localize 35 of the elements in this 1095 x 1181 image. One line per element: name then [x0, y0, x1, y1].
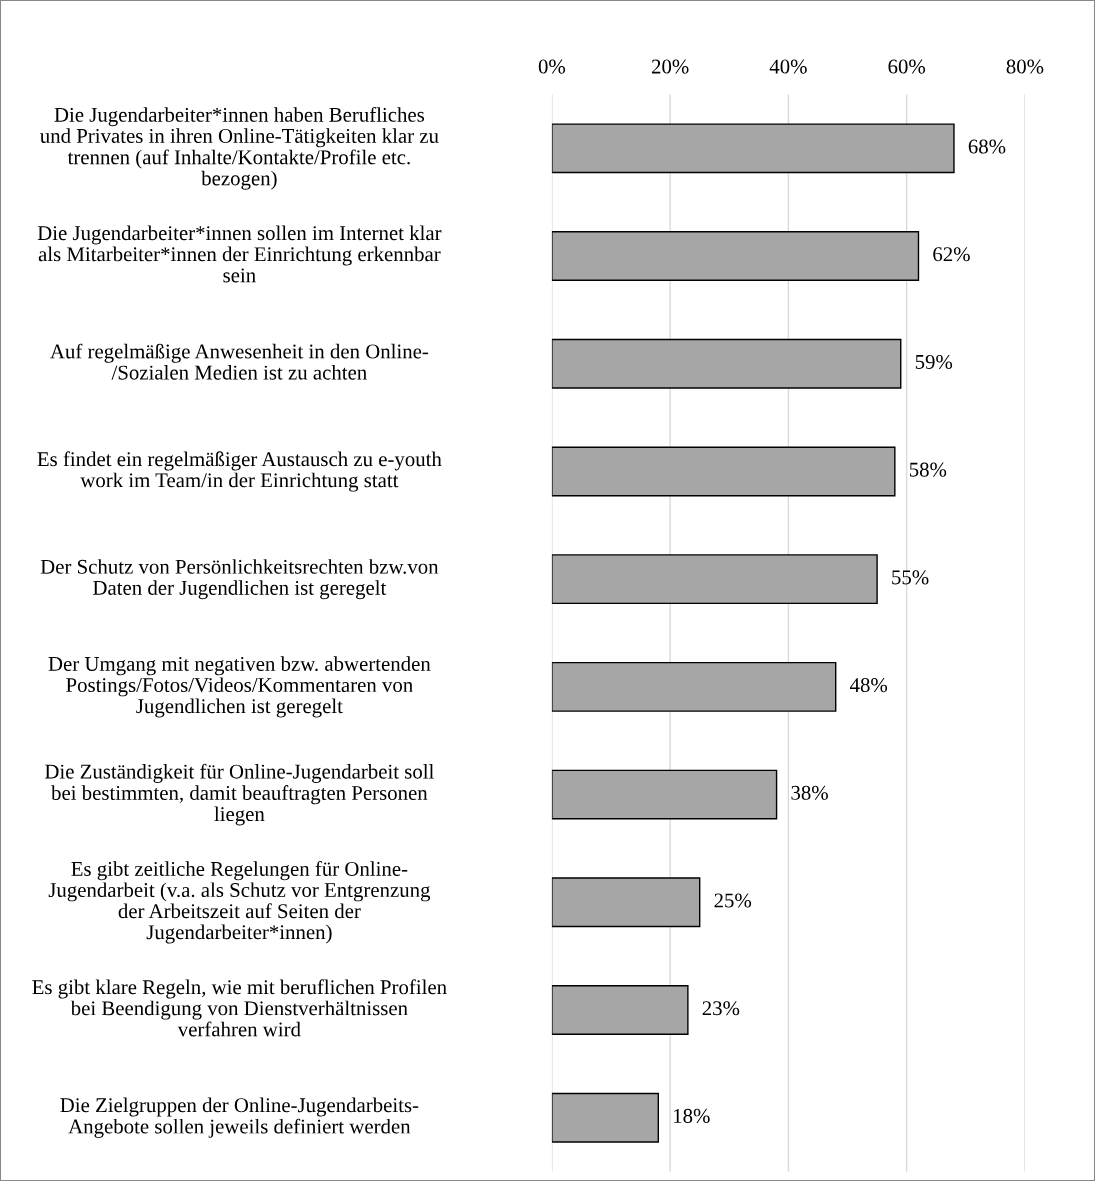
- data-label: 59%: [915, 354, 953, 370]
- bar: [551, 338, 902, 389]
- bar: [551, 1092, 660, 1143]
- y-tick-label: Die Zuständigkeit für Online-Jugendarbeit soll bei bestimmten, damit beauftragten Personen liegen: [45, 763, 434, 826]
- data-label: 62%: [933, 247, 970, 262]
- x-tick-label: 60%: [888, 59, 926, 74]
- y-tick-label: Die Jugendarbeiter*innen haben Berufliches und Privates in ihren Online-Tätigkeiten klar zu trennen (auf Inhalte/Kontakte/Profile etc. bezogen): [40, 106, 439, 190]
- y-tick-label: Der Schutz von Persönlichkeitsrechten bzw.von Daten der Jugendlichen ist geregelt: [40, 559, 439, 600]
- data-label: 38%: [791, 785, 828, 800]
- bar: [551, 877, 701, 928]
- y-tick-label: Die Zielgruppen der Online-Jugendarbeits- Angebote sollen jeweils definiert werden: [60, 1097, 419, 1138]
- bar: [551, 769, 778, 820]
- y-tick-label: Es gibt klare Regeln, wie mit beruflichen Profilen bei Beendigung von Dienstverhältnissen verfahren wird: [32, 979, 447, 1037]
- x-tick-label: 40%: [769, 59, 807, 74]
- data-label: 58%: [909, 462, 947, 477]
- data-label: 23%: [702, 1001, 740, 1016]
- bar: [551, 231, 920, 281]
- y-tick-label: Es findet ein regelmäßiger Austausch zu e-youth work im Team/in der Einrichtung statt: [37, 451, 442, 492]
- y-tick-label: Es gibt zeitliche Regelungen für Online- Jugendarbeit (v.a. als Schutz vor Entgrenzung der Arbeitszeit auf Seiten der Jugendarbeiter*innen): [48, 861, 431, 944]
- bar: [551, 123, 955, 174]
- x-tick-label: 20%: [651, 59, 689, 74]
- y-tick-label: Auf regelmäßige Anwesenheit in den Online- /Sozialen Medien ist zu achten: [50, 343, 429, 380]
- data-label: 48%: [850, 678, 888, 693]
- y-tick-label: Der Umgang mit negativen bzw. abwertenden Postings/Fotos/Videos/Kommentaren von Jugendlichen ist geregelt: [48, 656, 431, 718]
- data-label: 55%: [892, 570, 929, 585]
- data-label: 18%: [674, 1108, 710, 1123]
- x-tick-label: 80%: [1006, 59, 1044, 74]
- data-label: 25%: [714, 893, 752, 908]
- bar: [551, 446, 896, 497]
- data-label: 68%: [968, 139, 1006, 154]
- bar: [551, 554, 878, 605]
- y-tick-label: Die Jugendarbeiter*innen sollen im Internet klar als Mitarbeiter*innen der Einrichtung erkennbar sein: [37, 225, 442, 283]
- bar: [551, 661, 837, 712]
- bar: [551, 985, 689, 1035]
- x-tick-label: 0%: [538, 59, 566, 74]
